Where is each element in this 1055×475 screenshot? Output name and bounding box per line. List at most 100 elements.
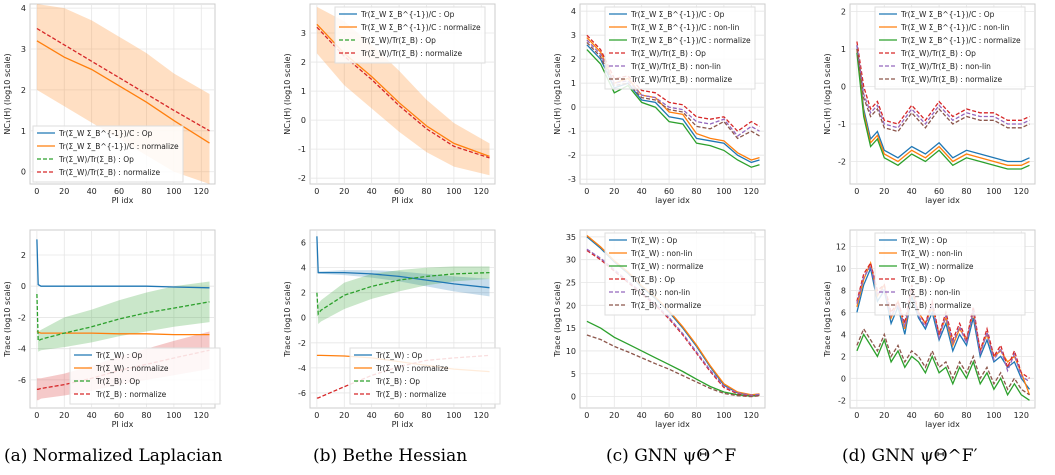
x-tick-label: 40 — [637, 411, 647, 420]
y-tick-label: 0 — [21, 168, 26, 177]
series-line — [856, 48, 1030, 166]
x-tick-label: 40 — [907, 411, 917, 420]
legend-label: Tr(Σ_W)/Tr(Σ_B) : Op — [630, 49, 706, 58]
x-tick-label: 120 — [474, 411, 489, 420]
series-line — [316, 271, 490, 316]
x-tick-label: 80 — [691, 187, 701, 196]
y-axis-label: Trace (log10 scale) — [283, 281, 292, 358]
x-axis-label: PI idx — [112, 420, 134, 429]
x-tick-label: 60 — [394, 187, 404, 196]
chart-a-bottom: 0 20 40 60 80 100 120 -6 -4 -2 0 2 PI idx Trace (log1… — [3, 229, 221, 429]
legend-box — [349, 347, 501, 405]
y-tick-label: 0 — [21, 282, 26, 291]
confidence-band — [316, 266, 490, 324]
chart-b-bottom: 0 20 40 60 80 100 120 -6 -4 -2 0 2 4 6 PI idx Trace (lo… — [283, 229, 501, 429]
series-line — [586, 334, 760, 398]
y-tick-label: -6 — [18, 376, 26, 385]
legend-label: Tr(Σ_W)/Tr(Σ_B) : Op — [900, 49, 976, 58]
series-line — [856, 261, 1030, 379]
legend-box — [334, 6, 486, 64]
x-axis-label: PI idx — [392, 196, 414, 205]
x-tick-label: 120 — [744, 187, 759, 196]
y-axis-label: NC₁(H) (log10 scale) — [553, 53, 562, 134]
legend-label: Tr(Σ_W) : normalize — [630, 262, 704, 271]
x-tick-label: 40 — [637, 187, 647, 196]
x-tick-label: 80 — [141, 411, 151, 420]
x-tick-label: 100 — [446, 187, 461, 196]
y-tick-label: -2 — [838, 396, 846, 405]
y-tick-label: 0 — [841, 374, 846, 383]
series-line — [36, 239, 210, 289]
legend-label: Tr(Σ_W) : Op — [95, 351, 143, 360]
y-tick-label: 3 — [571, 31, 576, 40]
series-line — [856, 41, 1030, 125]
x-tick-label: 120 — [1014, 187, 1029, 196]
x-tick-label: 80 — [421, 187, 431, 196]
y-tick-label: -1 — [568, 127, 576, 136]
y-tick-label: -4 — [18, 345, 26, 354]
y-tick-label: -1 — [838, 120, 846, 129]
legend-label: Tr(Σ_W Σ_B^{-1})/C : Op — [630, 10, 725, 19]
series-line — [856, 327, 1030, 396]
x-tick-label: 60 — [664, 187, 674, 196]
y-axis-label: Trace (log10 scale) — [553, 281, 562, 358]
y-tick-label: 3 — [301, 29, 306, 38]
x-tick-label: 100 — [986, 187, 1001, 196]
x-tick-label: 60 — [394, 411, 404, 420]
confidence-band — [316, 236, 490, 297]
x-tick-label: 80 — [421, 411, 431, 420]
y-tick-label: -2 — [568, 151, 576, 160]
x-tick-label: 20 — [609, 187, 619, 196]
y-tick-label: 2 — [21, 86, 26, 95]
legend-label: Tr(Σ_W)/Tr(Σ_B) : non-lin — [900, 62, 991, 71]
y-tick-label: 20 — [566, 301, 576, 310]
y-tick-label: 2 — [841, 8, 846, 17]
x-tick-label: 40 — [367, 187, 377, 196]
x-tick-label: 100 — [166, 187, 181, 196]
legend-label: Tr(Σ_W) : non-lin — [900, 249, 963, 258]
x-tick-label: 80 — [961, 187, 971, 196]
x-tick-label: 120 — [744, 411, 759, 420]
y-tick-label: 1 — [21, 127, 26, 136]
series-line — [856, 52, 1030, 170]
y-tick-label: 0 — [301, 116, 306, 125]
x-tick-label: 40 — [367, 411, 377, 420]
x-tick-label: 60 — [114, 187, 124, 196]
y-tick-label: -2 — [18, 313, 26, 322]
series-line — [586, 320, 760, 397]
x-tick-label: 20 — [59, 411, 69, 420]
y-tick-label: -4 — [298, 364, 306, 373]
y-tick-label: 2 — [301, 289, 306, 298]
y-tick-label: -2 — [838, 158, 846, 167]
legend-label: Tr(Σ_B) : normalize — [375, 390, 447, 399]
x-tick-label: 0 — [584, 187, 589, 196]
x-tick-label: 0 — [34, 411, 39, 420]
legend-label: Tr(Σ_W) : Op — [900, 236, 948, 245]
legend-label: Tr(Σ_W Σ_B^{-1})/C : non-lin — [900, 23, 1010, 32]
y-tick-label: -2 — [298, 174, 306, 183]
legend-box — [604, 232, 756, 316]
y-tick-label: 4 — [841, 330, 846, 339]
legend-label: Tr(Σ_W Σ_B^{-1})/C : Op — [360, 10, 455, 19]
x-tick-label: 0 — [854, 187, 859, 196]
y-tick-label: -2 — [298, 339, 306, 348]
y-tick-label: 6 — [841, 308, 846, 317]
legend-label: Tr(Σ_W) : normalize — [95, 364, 169, 373]
series-line — [316, 236, 490, 289]
x-tick-label: 80 — [961, 411, 971, 420]
legend-label: Tr(Σ_W Σ_B^{-1})/C : normalize — [630, 36, 751, 45]
x-tick-label: 120 — [194, 411, 209, 420]
x-tick-label: 60 — [114, 411, 124, 420]
y-axis-label: NC₁(H) (log10 scale) — [283, 53, 292, 134]
legend-label: Tr(Σ_W) : Op — [375, 351, 423, 360]
series-line — [36, 27, 210, 132]
legend-box — [32, 125, 184, 183]
y-tick-label: 2 — [301, 58, 306, 67]
x-tick-label: 100 — [986, 411, 1001, 420]
x-tick-label: 40 — [87, 411, 97, 420]
chart-a-top: 0 20 40 60 80 100 120 0 1 2 3 4 PI idx NC₁(H) (log10 … — [3, 3, 216, 205]
legend-label: Tr(Σ_W)/Tr(Σ_B) : Op — [58, 155, 134, 164]
x-tick-label: 0 — [314, 411, 319, 420]
legend-label: Tr(Σ_W Σ_B^{-1})/C : normalize — [58, 142, 179, 151]
